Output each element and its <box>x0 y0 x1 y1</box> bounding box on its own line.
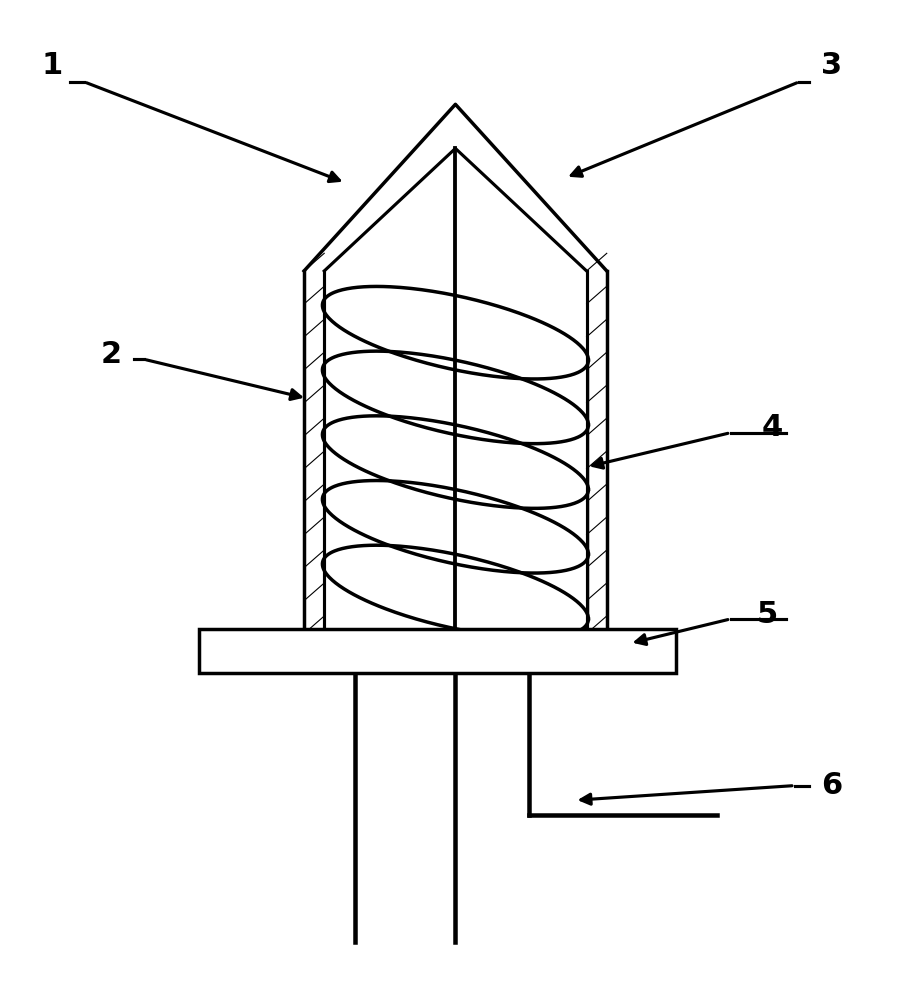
Text: 5: 5 <box>755 600 777 628</box>
Text: 2: 2 <box>101 340 122 369</box>
Text: 4: 4 <box>760 413 782 442</box>
Text: 1: 1 <box>41 50 62 80</box>
Text: 6: 6 <box>820 771 841 800</box>
Bar <box>199 629 675 672</box>
Text: 3: 3 <box>820 50 841 80</box>
